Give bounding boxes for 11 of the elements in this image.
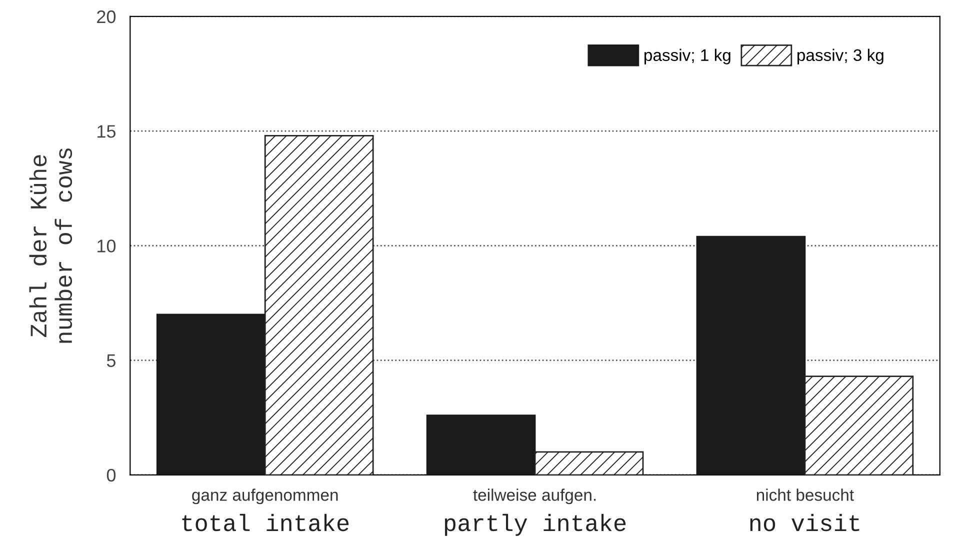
legend-label: passiv; 1 kg (644, 48, 730, 64)
legend-label: passiv; 3 kg (797, 48, 884, 64)
y-tick-label: 20 (97, 10, 116, 24)
x-tick-label: ganz aufgenommen total intake (182, 488, 349, 532)
y-axis-title: Zahl der Kühe number of cows (29, 148, 72, 343)
y-tick-label: 15 (98, 125, 116, 138)
x-tick-label: teilweise aufgen. partly intake (444, 488, 626, 536)
y-tick-label: 0 (106, 468, 116, 482)
y-tick-label: 10 (98, 240, 116, 252)
y-tick-label: 5 (106, 354, 116, 367)
x-tick-label: nicht besucht no visit (750, 488, 860, 532)
